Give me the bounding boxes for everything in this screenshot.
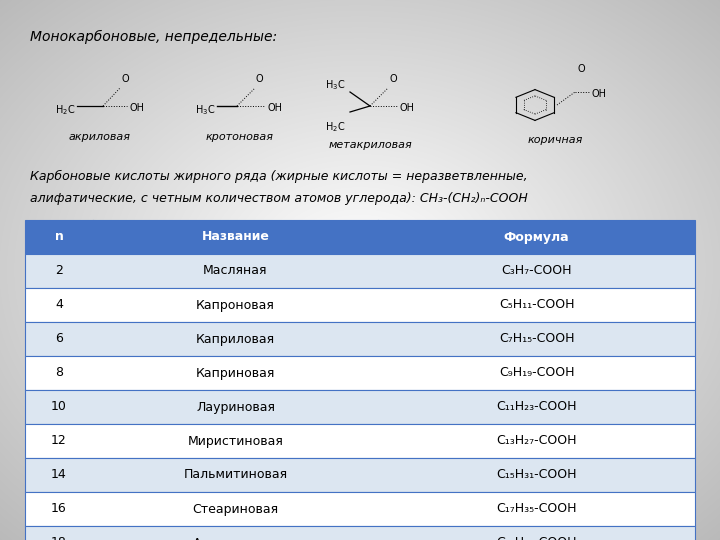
Text: OH: OH <box>129 103 144 113</box>
Text: Арахинговая: Арахинговая <box>193 537 278 540</box>
Text: 8: 8 <box>55 367 63 380</box>
Bar <box>25 220 695 254</box>
Text: OH: OH <box>592 89 607 99</box>
Text: n: n <box>55 231 63 244</box>
Text: H$_2$C: H$_2$C <box>325 120 345 134</box>
Text: H$_2$C: H$_2$C <box>55 103 75 117</box>
Text: Масляная: Масляная <box>203 265 268 278</box>
Text: OH: OH <box>400 103 415 113</box>
Text: Монокарбоновые, непредельные:: Монокарбоновые, непредельные: <box>30 30 277 44</box>
Bar <box>25 356 695 390</box>
Bar <box>25 492 695 526</box>
Text: C₁₁H₂₃-COOH: C₁₁H₂₃-COOH <box>496 401 577 414</box>
Text: 2: 2 <box>55 265 63 278</box>
Text: C₅H₁₁-COOH: C₅H₁₁-COOH <box>499 299 575 312</box>
Text: кротоновая: кротоновая <box>206 132 274 142</box>
Text: 14: 14 <box>51 469 67 482</box>
Text: O: O <box>121 74 129 84</box>
Text: Каприловая: Каприловая <box>196 333 275 346</box>
Text: C₇H₁₅-COOH: C₇H₁₅-COOH <box>499 333 575 346</box>
Text: 4: 4 <box>55 299 63 312</box>
Bar <box>25 254 695 288</box>
Text: 16: 16 <box>51 503 67 516</box>
Text: C₁₃H₂₇-COOH: C₁₃H₂₇-COOH <box>496 435 577 448</box>
Bar <box>25 458 695 492</box>
Text: O: O <box>256 74 264 84</box>
Bar <box>25 424 695 458</box>
Text: Миристиновая: Миристиновая <box>188 435 284 448</box>
Text: O: O <box>390 74 397 84</box>
Text: Стеариновая: Стеариновая <box>192 503 279 516</box>
Text: Пальмитиновая: Пальмитиновая <box>184 469 287 482</box>
Text: 18: 18 <box>51 537 67 540</box>
Text: акриловая: акриловая <box>69 132 131 142</box>
Text: C₉H₁₉-COOH: C₉H₁₉-COOH <box>499 367 575 380</box>
Text: H$_3$C: H$_3$C <box>325 78 345 92</box>
Text: Название: Название <box>202 231 269 244</box>
Text: коричная: коричная <box>527 135 582 145</box>
Bar <box>25 322 695 356</box>
Text: Лауриновая: Лауриновая <box>196 401 275 414</box>
Bar <box>25 526 695 540</box>
Text: Формула: Формула <box>504 231 570 244</box>
Bar <box>25 390 695 424</box>
Text: O: O <box>578 64 585 74</box>
Text: алифатические, с четным количеством атомов углерода): СН₃-(СН₂)ₙ-СООН: алифатические, с четным количеством атом… <box>30 192 528 205</box>
Text: H$_3$C: H$_3$C <box>194 103 215 117</box>
Text: OH: OH <box>267 103 282 113</box>
Text: Капроновая: Капроновая <box>196 299 275 312</box>
Bar <box>25 288 695 322</box>
Text: Каприновая: Каприновая <box>196 367 275 380</box>
Text: C₁₉H₃₉-COOH: C₁₉H₃₉-COOH <box>496 537 577 540</box>
Text: 12: 12 <box>51 435 67 448</box>
Text: Карбоновые кислоты жирного ряда (жирные кислоты = неразветвленные,: Карбоновые кислоты жирного ряда (жирные … <box>30 170 528 183</box>
Text: 6: 6 <box>55 333 63 346</box>
Text: C₁₅H₃₁-COOH: C₁₅H₃₁-COOH <box>496 469 577 482</box>
Text: C₃H₇-COOH: C₃H₇-COOH <box>501 265 572 278</box>
Text: 10: 10 <box>51 401 67 414</box>
Text: C₁₇H₃₅-COOH: C₁₇H₃₅-COOH <box>496 503 577 516</box>
Text: метакриловая: метакриловая <box>328 140 412 150</box>
